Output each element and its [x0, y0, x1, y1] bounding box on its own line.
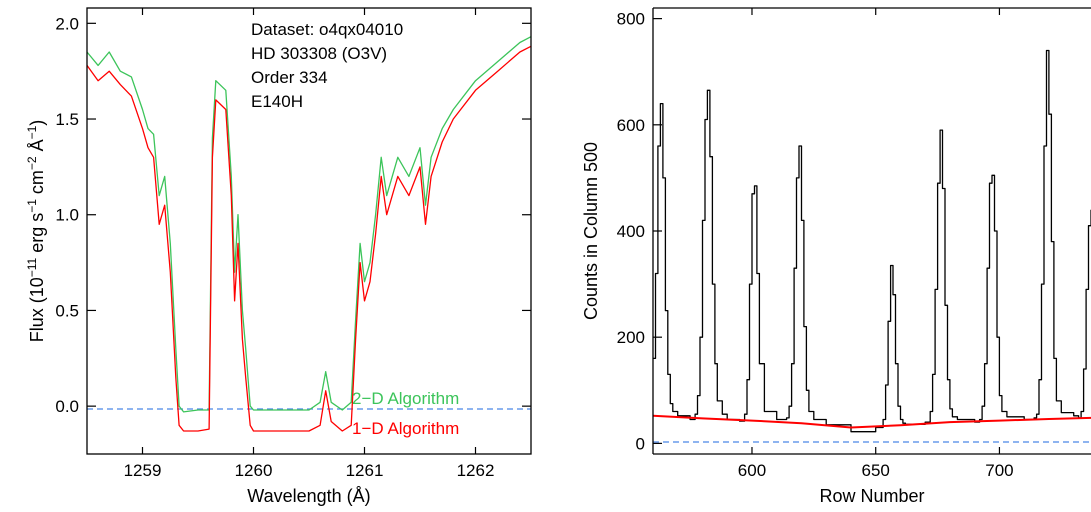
annotation-star: HD 303308 (O3V): [251, 44, 387, 63]
y-ticks: 0 200 400 600 800: [617, 10, 662, 453]
annotation-grating: E140H: [251, 92, 303, 111]
x-axis-label: Row Number: [819, 486, 924, 506]
y-tick-label: 200: [617, 328, 645, 347]
y-ticks: 0.0 0.5 1.0 1.5 2.0: [55, 14, 531, 416]
x-tick-label: 600: [738, 461, 766, 480]
y-tick-label: 0.0: [55, 397, 79, 416]
series-line-1: [653, 414, 1091, 429]
x-tick-label: 1260: [235, 461, 273, 480]
y-label-part4: Å: [27, 139, 47, 156]
y-tick-label: 0.5: [55, 301, 79, 320]
y-axis-label: Flux (10−11 erg s−1 cm−2 Å−1): [25, 120, 47, 343]
y-tick-label: 600: [617, 116, 645, 135]
y-label-part3: cm: [27, 170, 47, 199]
y-tick-label: 2.0: [55, 14, 79, 33]
x-tick-label: 1261: [346, 461, 384, 480]
right-counts-panel: 600 650 700 0 200 400 600 800 Row Number Count…: [581, 7, 1091, 506]
y-label-part2: erg s: [27, 213, 47, 258]
spectrum-series: [87, 36, 531, 432]
series-line-0: [87, 36, 531, 413]
x-tick-label: 1259: [124, 461, 162, 480]
y-label-main: Flux (10: [27, 277, 47, 342]
y-label-close: ): [27, 120, 47, 126]
y-tick-label: 1.5: [55, 110, 79, 129]
y-label-exp4: −1: [25, 125, 39, 139]
series-line-1: [87, 45, 531, 432]
y-axis-label: Counts in Column 500: [581, 142, 601, 320]
y-label-exp2: −1: [25, 199, 39, 213]
y-tick-label: 400: [617, 222, 645, 241]
x-tick-label: 1262: [457, 461, 495, 480]
y-tick-label: 1.0: [55, 206, 79, 225]
x-ticks: 1259 1260 1261 1262: [124, 8, 495, 480]
x-axis-label: Wavelength (Å): [247, 486, 370, 506]
legend-1d-algorithm: 1−D Algorithm: [352, 419, 459, 438]
left-spectrum-panel: 1259 1260 1261 1262 0.0 0.5 1.0 1.5 2.0 Wavelen…: [25, 7, 532, 506]
annotation-order: Order 334: [251, 68, 328, 87]
annotation-dataset: Dataset: o4qx04010: [251, 20, 403, 39]
plot-frame: [86, 7, 532, 455]
legend-2d-algorithm: 2−D Algorithm: [352, 389, 459, 408]
counts-series: [653, 49, 1091, 433]
y-label-exp3: −2: [25, 156, 39, 170]
x-tick-label: 700: [985, 461, 1013, 480]
x-tick-label: 650: [862, 461, 890, 480]
y-label-exp1: −11: [25, 257, 39, 277]
y-tick-label: 0: [636, 434, 645, 453]
x-ticks: 600 650 700: [738, 8, 1014, 480]
series-line-0: [653, 49, 1091, 433]
y-tick-label: 800: [617, 10, 645, 29]
